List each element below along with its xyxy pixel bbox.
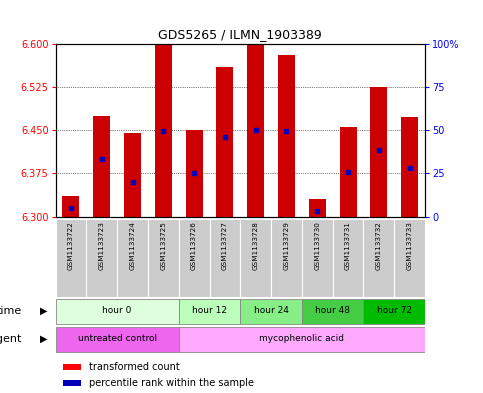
Text: ▶: ▶ — [40, 334, 47, 344]
Bar — [93, 116, 110, 217]
Bar — [401, 117, 418, 217]
Bar — [56, 219, 86, 297]
Text: hour 12: hour 12 — [192, 306, 227, 315]
Bar — [124, 133, 141, 217]
Text: time: time — [0, 306, 22, 316]
Bar — [155, 45, 172, 217]
Text: GSM1133728: GSM1133728 — [253, 221, 259, 270]
Bar — [278, 55, 295, 217]
Text: GSM1133723: GSM1133723 — [99, 221, 105, 270]
Text: percentile rank within the sample: percentile rank within the sample — [89, 378, 254, 388]
Bar — [370, 87, 387, 217]
Text: GSM1133729: GSM1133729 — [284, 221, 289, 270]
Text: ▶: ▶ — [40, 306, 47, 316]
Bar — [240, 299, 302, 324]
Bar — [364, 299, 425, 324]
Bar — [364, 219, 394, 297]
Bar — [63, 380, 82, 386]
Text: hour 0: hour 0 — [102, 306, 132, 315]
Bar — [63, 364, 82, 370]
Bar — [309, 199, 326, 217]
Text: transformed count: transformed count — [89, 362, 180, 372]
Bar — [302, 219, 333, 297]
Bar — [333, 219, 364, 297]
Text: hour 72: hour 72 — [377, 306, 412, 315]
Bar — [210, 219, 240, 297]
Text: untreated control: untreated control — [78, 334, 156, 343]
Text: GSM1133726: GSM1133726 — [191, 221, 197, 270]
Bar — [56, 299, 179, 324]
Text: GSM1133730: GSM1133730 — [314, 221, 320, 270]
Title: GDS5265 / ILMN_1903389: GDS5265 / ILMN_1903389 — [158, 28, 322, 41]
Bar — [179, 219, 210, 297]
Bar — [185, 130, 202, 217]
Text: GSM1133732: GSM1133732 — [376, 221, 382, 270]
Bar — [340, 127, 356, 217]
Text: GSM1133731: GSM1133731 — [345, 221, 351, 270]
Bar — [62, 196, 79, 217]
Bar — [247, 45, 264, 217]
Bar — [117, 219, 148, 297]
Bar — [394, 219, 425, 297]
Bar — [271, 219, 302, 297]
Text: hour 24: hour 24 — [254, 306, 288, 315]
Text: GSM1133727: GSM1133727 — [222, 221, 228, 270]
Bar — [216, 67, 233, 217]
Text: GSM1133724: GSM1133724 — [129, 221, 136, 270]
Bar — [240, 219, 271, 297]
Text: GSM1133722: GSM1133722 — [68, 221, 74, 270]
Text: hour 48: hour 48 — [315, 306, 350, 315]
Text: GSM1133733: GSM1133733 — [407, 221, 412, 270]
Bar — [302, 299, 364, 324]
Bar — [56, 327, 179, 352]
Text: agent: agent — [0, 334, 22, 344]
Bar — [179, 327, 425, 352]
Text: mycophenolic acid: mycophenolic acid — [259, 334, 344, 343]
Bar — [86, 219, 117, 297]
Text: GSM1133725: GSM1133725 — [160, 221, 166, 270]
Bar — [148, 219, 179, 297]
Bar — [179, 299, 240, 324]
